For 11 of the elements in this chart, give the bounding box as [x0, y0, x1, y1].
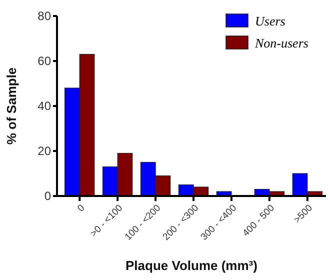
x-axis-title: Plaque Volume (mm³) [126, 258, 258, 273]
legend-label: Users [255, 14, 286, 29]
x-tick-label: 0 [76, 202, 88, 214]
y-tick-label: 60 [38, 54, 52, 68]
y-tick-label: 20 [38, 144, 52, 158]
y-axis-title: % of Sample [4, 67, 19, 145]
x-tick-label: 400 - 500 [240, 202, 277, 239]
legend-label: Non-users [254, 36, 308, 51]
y-tick-label: 0 [44, 189, 52, 204]
y-tick-label: 80 [38, 9, 52, 24]
y-tick-label: 40 [38, 99, 52, 114]
